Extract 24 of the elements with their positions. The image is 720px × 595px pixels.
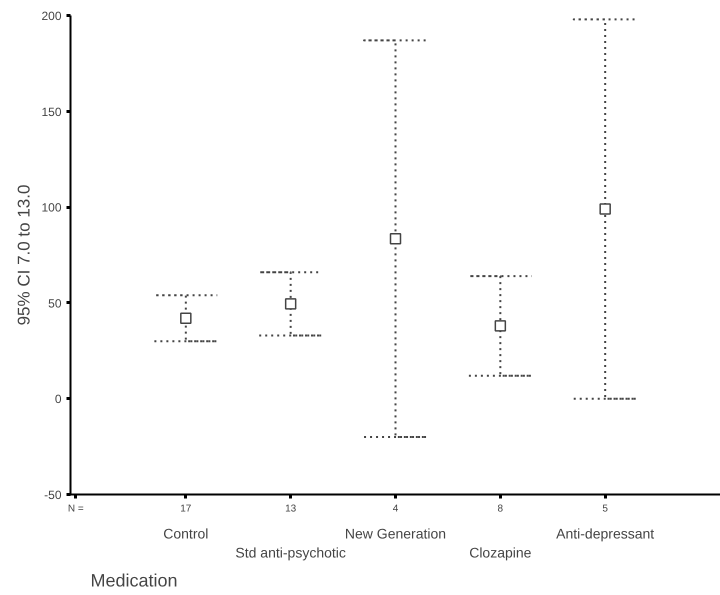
point bbox=[599, 203, 611, 215]
y-tick-label: -50 bbox=[44, 488, 62, 502]
annotation: 8 bbox=[498, 504, 504, 514]
point bbox=[494, 320, 506, 332]
x-axis-title: Medication bbox=[90, 570, 178, 590]
annotation: 5 bbox=[602, 504, 608, 514]
y-axis-title: 95% CI 7.0 to 13.0 bbox=[14, 184, 34, 326]
text: N = bbox=[68, 504, 84, 514]
point bbox=[284, 298, 296, 310]
annotation: 17 bbox=[180, 504, 192, 514]
x-tick-label: Anti-depressant bbox=[556, 526, 654, 542]
x-tick-label: Clozapine bbox=[469, 544, 532, 561]
x-tick-label: Control bbox=[163, 526, 208, 542]
x-tick-label: New Generation bbox=[344, 526, 446, 542]
y-tick-label: 50 bbox=[48, 296, 62, 310]
y-tick-label: 100 bbox=[41, 200, 62, 215]
y-tick-label: 0 bbox=[54, 392, 62, 406]
x-tick-label: Std anti-psychotic bbox=[235, 544, 346, 561]
point bbox=[390, 232, 402, 244]
annotation: 13 bbox=[285, 504, 297, 514]
y-tick-label: 150 bbox=[41, 104, 62, 119]
point bbox=[180, 312, 192, 324]
annotation: 4 bbox=[392, 504, 399, 514]
y-tick-label: 200 bbox=[41, 9, 62, 23]
